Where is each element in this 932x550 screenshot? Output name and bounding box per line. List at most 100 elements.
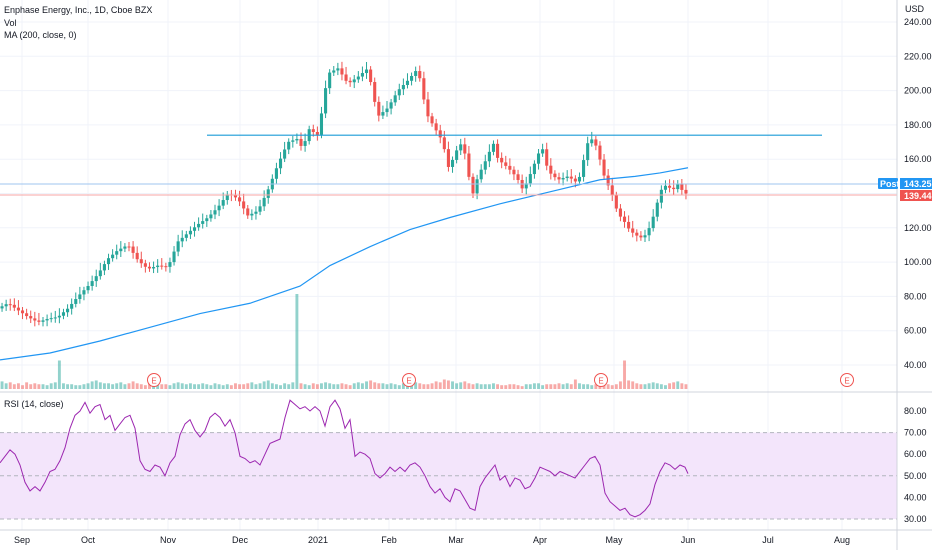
candle-body (184, 234, 188, 238)
volume-bar (631, 381, 635, 389)
horizontal-line-group[interactable] (0, 134, 897, 196)
time-tick-label: Apr (533, 535, 547, 545)
post-price-tag: Post 143.25 (878, 178, 932, 189)
candle-body (295, 138, 299, 141)
candle-body (618, 208, 622, 217)
volume-bar (422, 384, 426, 389)
volume-bar (270, 383, 274, 389)
earnings-circle (147, 373, 161, 387)
volume-bar (172, 383, 176, 389)
rsi-axis-labels[interactable]: 80.00 70.00 60.00 50.00 40.00 30.00 (904, 406, 927, 524)
volume-bar (516, 385, 520, 389)
candle-body (29, 316, 33, 319)
volume-bar (332, 384, 336, 389)
volume-bar (135, 383, 139, 389)
volume-bar (496, 384, 500, 389)
ma-legend[interactable]: MA (200, close, 0) (4, 30, 77, 40)
candle-body (430, 116, 434, 124)
volume-bar (246, 383, 250, 389)
rsi-tick-label: 70.00 (904, 428, 927, 438)
candle-body (143, 263, 147, 267)
volume-bar (201, 383, 205, 389)
rsi-tick-label: 40.00 (904, 492, 927, 502)
vol-legend[interactable]: Vol (4, 18, 17, 28)
volume-bar (205, 384, 209, 389)
volume-bar (455, 383, 459, 389)
volume-bar (274, 384, 278, 389)
volume-bar (479, 384, 483, 389)
candle-body (442, 137, 446, 150)
candle-body (98, 270, 102, 277)
volume-bar (639, 384, 643, 389)
volume-bar (365, 381, 368, 389)
candle-body (221, 200, 225, 206)
candle-body (528, 174, 532, 184)
volume-bar (471, 384, 475, 389)
volume-bar (360, 383, 364, 389)
rsi-band (0, 432, 897, 520)
earnings-marker: E (840, 373, 854, 387)
candle-body (123, 246, 127, 249)
volume-bar (41, 384, 45, 389)
candle-body (631, 228, 635, 233)
time-tick-label: Dec (232, 535, 249, 545)
ma-line (0, 167, 689, 361)
volume-bar (94, 380, 98, 389)
candle-body (385, 108, 389, 113)
candle-body (94, 276, 98, 282)
volume-bar (250, 382, 254, 389)
candle-body (246, 208, 250, 216)
symbol-title[interactable]: Enphase Energy, Inc., 1D, Cboe BZX (4, 5, 152, 15)
volume-bar (74, 385, 78, 389)
volume-bar (414, 382, 418, 389)
volume-bar (291, 382, 295, 389)
volume-bar (676, 381, 680, 389)
candle-body (512, 169, 516, 175)
candle-body (500, 157, 504, 163)
earnings-circle (402, 373, 416, 387)
candle-body (131, 246, 135, 253)
price-tick-label: 240.00 (904, 17, 932, 27)
volume-bar (606, 384, 610, 389)
candle-body (471, 176, 475, 194)
volume-bar (16, 383, 20, 389)
candle-body (78, 294, 82, 300)
volume-bar (0, 381, 4, 389)
volume-bar (582, 384, 586, 389)
volume-bar (25, 382, 29, 389)
time-axis-labels[interactable]: Sep Oct Nov Dec 2021 Feb Mar Apr May Jun Jul Aug (14, 535, 850, 545)
volume-bar (418, 383, 422, 389)
candle-body (487, 151, 491, 162)
candle-body (577, 176, 582, 182)
price-axis-labels[interactable]: 240.00220.00200.00180.00160.00140.00120.… (904, 17, 932, 370)
rsi-legend[interactable]: RSI (14, close) (4, 399, 64, 409)
candle-body (565, 176, 569, 179)
candle-body (561, 178, 565, 180)
candle-body (135, 252, 139, 260)
volume-bar (385, 384, 389, 389)
candle-body (532, 163, 536, 175)
volume-bar (635, 383, 639, 389)
earnings-circle (594, 373, 608, 387)
earnings-label: E (406, 377, 411, 386)
volume-bar (627, 380, 631, 389)
volume-bar (393, 384, 397, 389)
rsi-line-group (0, 399, 689, 518)
candle-body (557, 177, 561, 180)
candle-body (524, 183, 528, 189)
volume-bar (377, 383, 381, 389)
candle-body (147, 266, 152, 269)
volume-bar (217, 384, 221, 389)
time-tick-label: Feb (381, 535, 397, 545)
time-tick-label: May (605, 535, 623, 545)
time-tick-label: Aug (834, 535, 850, 545)
candle-body (459, 144, 463, 151)
volume-bar (369, 380, 373, 389)
candle-body (225, 194, 229, 201)
volume-bar (234, 383, 237, 389)
volume-bar (62, 383, 65, 389)
candle-body (172, 251, 176, 263)
time-tick-label: Nov (160, 535, 177, 545)
